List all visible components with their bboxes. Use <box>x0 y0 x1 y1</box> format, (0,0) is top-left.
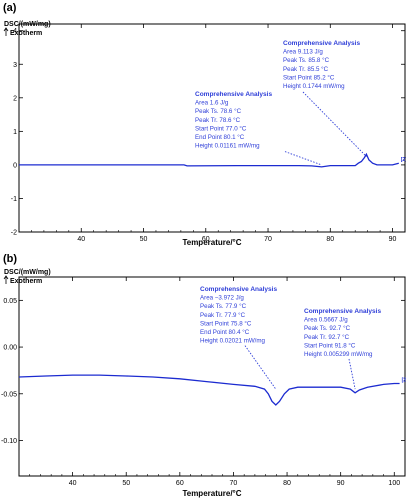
y-tick-label: 2 <box>13 95 17 102</box>
panel-a: (a) DSC/(mW/mg) Exotherm 40 50 60 70 80 90 -2 -1 0 1… <box>3 2 406 247</box>
annotation-line: Area 9.113 J/g <box>283 49 323 56</box>
annotation-line: Peak Tr. 78.6 °C <box>195 117 241 124</box>
annotation-line: Peak Ts. 77.9 °C <box>200 303 247 310</box>
panel-label: (b) <box>3 253 17 265</box>
x-axis-label: Temperature/°C <box>182 238 241 247</box>
x-tick-label: 80 <box>283 480 291 487</box>
y-tick-label: -1 <box>11 196 17 203</box>
x-tick-label: 70 <box>230 480 238 487</box>
annotation-line: Height 0.02021 mW/mg <box>200 338 266 345</box>
x-tick-label: 70 <box>264 236 272 243</box>
dsc-series-line <box>19 152 399 168</box>
annotation-line: Start Point 91.8 °C <box>304 342 356 349</box>
annotation-line: Start Point 77.0 °C <box>195 125 247 132</box>
x-tick-label: 50 <box>122 480 130 487</box>
y-tick-label: 0 <box>13 162 17 169</box>
y-axis-label: DSC/(mW/mg) <box>4 269 51 276</box>
x-axis-label: Temperature/°C <box>182 489 241 498</box>
panel-label: (a) <box>3 2 17 14</box>
annotation-line: Area 0.5667 J/g <box>304 317 348 324</box>
annotation-line: Area −3.972 J/g <box>200 295 244 302</box>
annotation-title: Comprehensive Analysis <box>200 286 277 293</box>
annotation-line: End Point 80.4 °C <box>200 329 250 336</box>
x-tick-label: 90 <box>389 236 397 243</box>
annotation-line: End Point 80.1 °C <box>195 134 245 141</box>
annotation-line: Start Point 85.2 °C <box>283 74 335 81</box>
annotation-line: Peak Ts. 78.6 °C <box>195 108 242 115</box>
annotation-title: Comprehensive Analysis <box>195 91 272 98</box>
annotation-line: Height 0.01161 mW/mg <box>195 143 260 150</box>
x-tick-label: 40 <box>69 480 77 487</box>
y-tick-label: 4 <box>13 28 17 35</box>
annotation-pointer <box>302 91 367 157</box>
x-tick-label: 60 <box>202 236 210 243</box>
exotherm-arrow-icon <box>3 275 9 284</box>
annotation-line: Area 1.6 J/g <box>195 100 229 107</box>
x-tick-label: 40 <box>77 236 85 243</box>
y-tick-label: -2 <box>11 230 17 237</box>
annotation-title: Comprehensive Analysis <box>304 308 381 315</box>
plot-frame <box>18 23 406 233</box>
y-axis-label: DSC/(mW/mg) <box>4 21 51 28</box>
y-tick-label: 0.00 <box>3 345 17 352</box>
annotation-line: Peak Tr. 77.9 °C <box>200 312 246 319</box>
x-tick-label: 100 <box>388 480 400 487</box>
y-tick-label: 0.05 <box>3 298 17 305</box>
x-tick-label: 90 <box>337 480 345 487</box>
y-tick-label: 1 <box>13 129 17 136</box>
series-tag: [2] <box>401 157 406 163</box>
series-tag: [2] <box>402 378 406 384</box>
annotation-title: Comprehensive Analysis <box>283 40 360 47</box>
y-tick-label: -0.10 <box>1 438 17 445</box>
annotation-line: Peak Tr. 92.7 °C <box>304 334 350 341</box>
annotation-line: Start Point 75.8 °C <box>200 320 252 327</box>
exotherm-arrow-icon <box>3 27 9 36</box>
annotation-line: Peak Ts. 92.7 °C <box>304 325 351 332</box>
panel-b: (b) DSC/(mW/mg) Exotherm 40 50 60 70 80 90 100 -0.… <box>1 253 406 498</box>
x-tick-label: 50 <box>140 236 148 243</box>
annotation-line: Peak Tr. 85.5 °C <box>283 66 329 73</box>
annotation-line: Height 0.005299 mW/mg <box>304 351 373 358</box>
y-tick-label: -0.05 <box>1 391 17 398</box>
dsc-series-line <box>18 374 400 406</box>
annotation-pointer <box>244 345 277 390</box>
x-tick-label: 80 <box>326 236 334 243</box>
annotation-line: Peak Ts. 85.8 °C <box>283 57 330 64</box>
annotation-pointer <box>284 151 322 166</box>
annotation-line: Height 0.1744 mW/mg <box>283 83 345 90</box>
y-tick-label: 3 <box>13 62 17 69</box>
x-tick-label: 60 <box>176 480 184 487</box>
exotherm-label: Exotherm <box>10 278 42 285</box>
annotation-pointer <box>348 358 356 390</box>
exotherm-label: Exotherm <box>10 30 42 37</box>
